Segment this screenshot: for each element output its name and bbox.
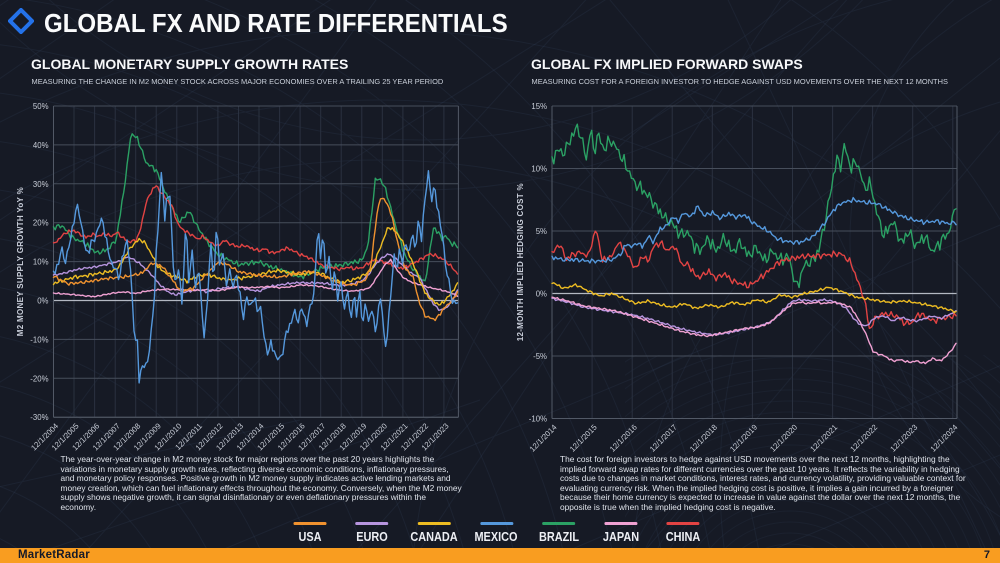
svg-text:M2 MONEY SUPPLY GROWTH YoY %: M2 MONEY SUPPLY GROWTH YoY % (16, 187, 25, 336)
svg-text:20%: 20% (33, 219, 49, 228)
svg-text:-5%: -5% (533, 352, 547, 361)
svg-text:50%: 50% (33, 102, 49, 111)
svg-text:30%: 30% (33, 180, 49, 189)
svg-text:5%: 5% (536, 227, 547, 236)
svg-text:10%: 10% (531, 165, 547, 174)
svg-text:-10%: -10% (30, 335, 48, 344)
svg-text:-20%: -20% (30, 374, 48, 383)
svg-text:-30%: -30% (30, 413, 48, 422)
svg-text:10%: 10% (33, 258, 49, 267)
svg-text:12-MONTH IMPLIED HEDGING COST: 12-MONTH IMPLIED HEDGING COST % (516, 183, 525, 341)
svg-text:12/1/2022: 12/1/2022 (848, 423, 879, 454)
svg-text:12/1/2021: 12/1/2021 (808, 423, 839, 454)
svg-text:0%: 0% (37, 297, 48, 306)
svg-text:40%: 40% (33, 141, 49, 150)
svg-text:0%: 0% (536, 290, 547, 299)
svg-text:-10%: -10% (529, 415, 547, 424)
svg-text:15%: 15% (531, 102, 547, 111)
svg-text:12/1/2015: 12/1/2015 (568, 422, 599, 453)
svg-text:12/1/2020: 12/1/2020 (768, 422, 799, 453)
svg-text:12/1/2017: 12/1/2017 (648, 423, 679, 454)
svg-text:12/1/2014: 12/1/2014 (528, 422, 559, 453)
